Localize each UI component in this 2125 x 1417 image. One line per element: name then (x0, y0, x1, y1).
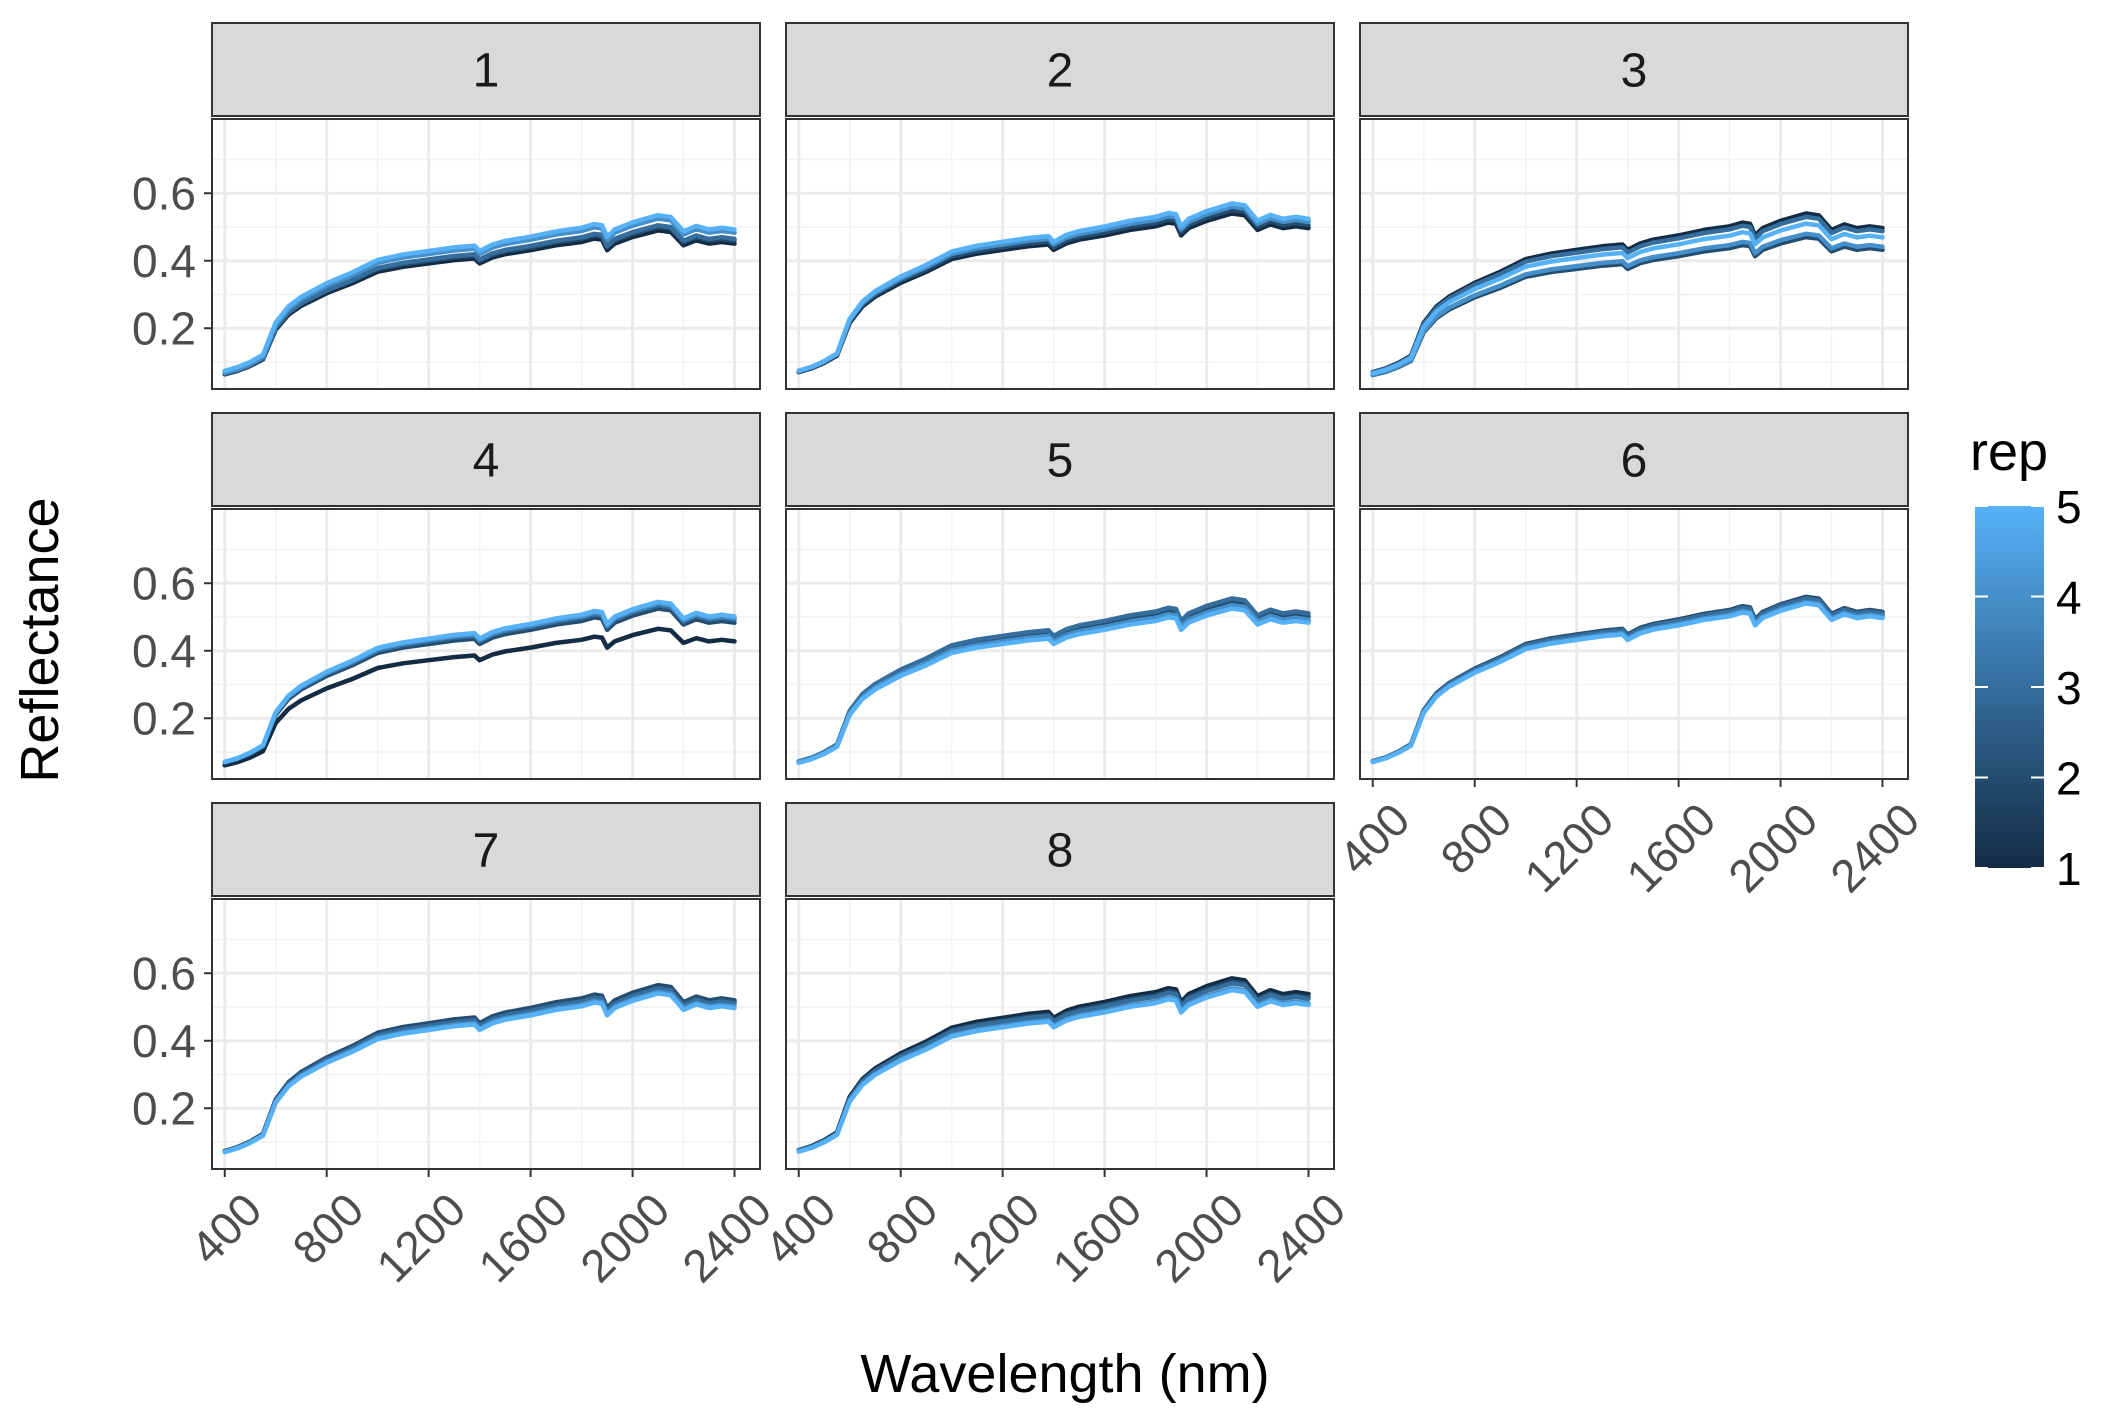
y-tick-label: 0.2 (132, 302, 196, 354)
y-tick-label: 0.6 (132, 557, 196, 609)
x-tick-label: 2400 (1820, 793, 1929, 902)
facet-strip-label: 5 (1047, 435, 1074, 488)
plot-background (786, 899, 1334, 1169)
facet-strip-label: 4 (473, 435, 500, 488)
facet-strip (211, 412, 761, 507)
facet-strip (1359, 412, 1909, 507)
panel-border (1359, 508, 1909, 780)
y-tick-label: 0.4 (132, 1015, 196, 1067)
facet-strip-label: 6 (1621, 435, 1648, 488)
series-line-rep-3 (1370, 214, 1885, 375)
legend-ticks: 1 2 3 4 5 (1975, 481, 2082, 895)
facet-strip-label: 3 (1621, 45, 1648, 98)
x-tick-label: 2000 (570, 1183, 679, 1292)
legend-tick-label: 2 (2056, 753, 2082, 805)
facet-panel-3: 3 (1359, 22, 1909, 390)
legend-tick-label: 5 (2056, 481, 2082, 533)
y-tick-label: 0.2 (132, 692, 196, 744)
plot-background (212, 509, 760, 779)
facet-strip (1359, 22, 1909, 117)
facet-strip-label: 2 (1047, 45, 1074, 98)
facet-strip (211, 22, 761, 117)
plot-background (786, 509, 1334, 779)
facet-strip (785, 22, 1335, 117)
series-line-rep-5 (796, 201, 1311, 373)
series-line-rep-5 (222, 212, 737, 374)
series-line-rep-5 (796, 987, 1311, 1154)
y-axis-title: Reflectance (10, 497, 70, 782)
legend-tick-label: 3 (2056, 662, 2082, 714)
facet-panel-4: 4 0.2 0.4 0.6 (132, 412, 761, 780)
legend-title: rep (1970, 422, 2048, 482)
panel-border (785, 898, 1335, 1170)
y-tick-label: 0.6 (132, 947, 196, 999)
x-tick-label: 1600 (468, 1183, 577, 1292)
x-tick-label: 1200 (940, 1183, 1049, 1292)
x-tick-label: 800 (856, 1183, 947, 1274)
facet-panel-2: 2 (785, 22, 1335, 390)
x-axis-title: Wavelength (nm) (860, 1344, 1269, 1404)
x-tick-label: 400 (181, 1183, 272, 1274)
legend-tick-label: 1 (2056, 843, 2082, 895)
series-line-rep-5 (1370, 601, 1885, 765)
x-tick-label: 2000 (1144, 1183, 1253, 1292)
series-line-rep-3 (222, 223, 737, 376)
x-tick-label: 400 (1329, 793, 1420, 884)
facet-strip (211, 802, 761, 897)
legend: rep 1 2 3 4 5 (1970, 422, 2082, 895)
x-tick-label: 1200 (366, 1183, 475, 1292)
x-tick-label: 800 (282, 1183, 373, 1274)
x-tick-label: 1600 (1616, 793, 1725, 902)
series-line-rep-5 (222, 599, 737, 765)
series-line-rep-5 (1370, 221, 1885, 376)
facet-strip (785, 802, 1335, 897)
y-tick-label: 0.2 (132, 1082, 196, 1134)
facet-strip-label: 8 (1047, 825, 1074, 878)
series-line-rep-4 (1370, 231, 1885, 377)
y-tick-label: 0.6 (132, 167, 196, 219)
panel-border (211, 508, 761, 780)
x-tick-label: 800 (1430, 793, 1521, 884)
series-line-rep-1 (222, 626, 737, 768)
facet-panel-5: 5 (785, 412, 1335, 780)
panel-border (1359, 118, 1909, 390)
plot-background (1360, 509, 1908, 779)
y-tick-label: 0.4 (132, 235, 196, 287)
panel-border (211, 898, 761, 1170)
panel-border (785, 508, 1335, 780)
facet-strip-label: 1 (473, 45, 500, 98)
series-line-rep-3 (796, 596, 1311, 764)
facet-strip-label: 7 (473, 825, 500, 878)
panel-border (211, 118, 761, 390)
panel-border (785, 118, 1335, 390)
y-tick-label: 0.4 (132, 625, 196, 677)
x-tick-label: 1200 (1514, 793, 1623, 902)
plot-background (786, 119, 1334, 389)
plot-background (212, 899, 760, 1169)
facet-panel-1: 1 0.2 0.4 0.6 (132, 22, 761, 390)
facet-strip (785, 412, 1335, 507)
x-tick-label: 400 (755, 1183, 846, 1274)
axis-titles: Wavelength (nm) Reflectance (10, 497, 1270, 1404)
series-line-rep-5 (796, 606, 1311, 765)
x-tick-label: 1600 (1042, 1183, 1151, 1292)
series-line-rep-5 (222, 991, 737, 1155)
x-tick-label: 2000 (1718, 793, 1827, 902)
x-tick-label: 2400 (1246, 1183, 1355, 1292)
legend-tick-label: 4 (2056, 572, 2082, 624)
